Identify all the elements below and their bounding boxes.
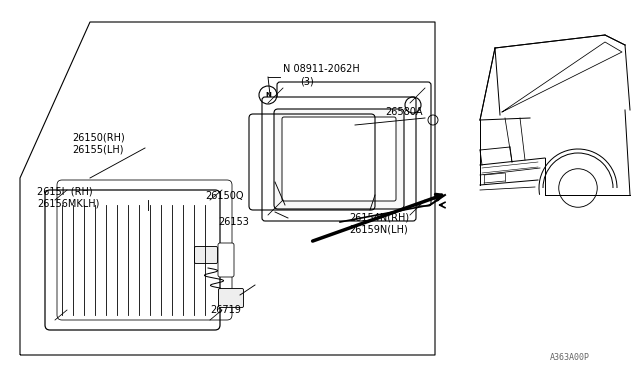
FancyBboxPatch shape	[218, 289, 243, 308]
Text: 26156MKLH): 26156MKLH)	[37, 199, 99, 209]
FancyBboxPatch shape	[262, 97, 416, 221]
Text: 26154N(RH): 26154N(RH)	[349, 213, 409, 223]
FancyBboxPatch shape	[274, 109, 404, 209]
FancyBboxPatch shape	[277, 82, 431, 206]
FancyBboxPatch shape	[195, 247, 218, 263]
FancyBboxPatch shape	[282, 117, 396, 201]
Text: 26719: 26719	[210, 305, 241, 315]
Text: N 08911-2062H: N 08911-2062H	[283, 64, 360, 74]
Text: 26150(RH): 26150(RH)	[72, 133, 125, 143]
Text: 26153: 26153	[218, 217, 249, 227]
FancyBboxPatch shape	[45, 190, 220, 330]
Text: 26159N(LH): 26159N(LH)	[349, 225, 408, 235]
Text: A363A00P: A363A00P	[550, 353, 590, 362]
Text: (3): (3)	[300, 76, 314, 86]
Text: N: N	[265, 92, 271, 98]
Text: 26580A: 26580A	[385, 107, 422, 117]
Text: 26155(LH): 26155(LH)	[72, 145, 124, 155]
Text: 26150Q: 26150Q	[205, 191, 243, 201]
FancyBboxPatch shape	[218, 243, 234, 277]
Text: 2615l  (RH): 2615l (RH)	[37, 187, 93, 197]
